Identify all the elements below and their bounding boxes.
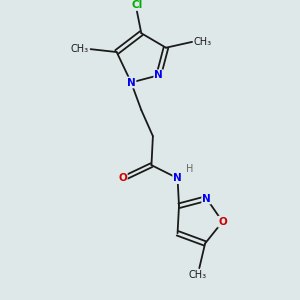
Text: N: N xyxy=(173,173,182,183)
Text: H: H xyxy=(186,164,194,174)
Text: O: O xyxy=(218,217,227,227)
Text: CH₃: CH₃ xyxy=(71,44,89,54)
Text: O: O xyxy=(118,173,127,183)
Text: N: N xyxy=(127,77,136,88)
Text: CH₃: CH₃ xyxy=(189,269,207,280)
Text: N: N xyxy=(202,194,211,203)
Text: CH₃: CH₃ xyxy=(194,37,211,47)
Text: Cl: Cl xyxy=(131,0,142,10)
Text: N: N xyxy=(154,70,163,80)
